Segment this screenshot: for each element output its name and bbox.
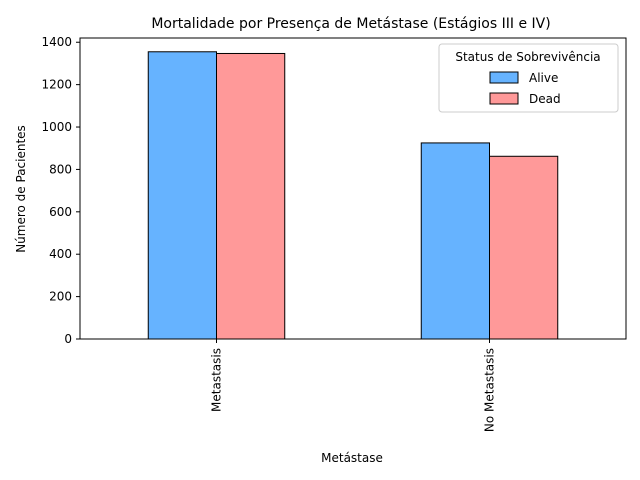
y-tick-label: 1000 xyxy=(41,120,72,134)
chart-title: Mortalidade por Presença de Metástase (E… xyxy=(151,16,550,32)
y-tick-label: 800 xyxy=(49,162,72,176)
y-tick-label: 400 xyxy=(49,247,72,261)
legend-label-dead: Dead xyxy=(529,92,561,106)
bar-dead-no-metastasis xyxy=(489,155,559,340)
y-tick-label: 0 xyxy=(64,332,72,346)
axes-frame xyxy=(79,37,627,340)
x-axis-title: Metástase xyxy=(321,451,383,465)
legend-label-alive: Alive xyxy=(529,71,558,85)
x-tick-label: Metastasis xyxy=(210,348,224,412)
legend-title: Status de Sobrevivência xyxy=(455,50,600,64)
y-tick-label: 200 xyxy=(49,290,72,304)
legend-swatch-dead xyxy=(489,92,519,105)
y-tick-label: 1200 xyxy=(41,78,72,92)
bar-alive-metastasis xyxy=(147,51,217,340)
legend-frame xyxy=(438,43,619,113)
y-tick-label: 1400 xyxy=(41,35,72,49)
bar-dead-metastasis xyxy=(216,52,286,340)
x-tick-label: No Metastasis xyxy=(483,348,497,432)
legend-swatch-alive xyxy=(489,71,519,84)
plot-area: Metastasis No Metastasis 0 200 400 600 800 1000… xyxy=(41,35,627,432)
legend: Status de Sobrevivência Alive Dead xyxy=(438,43,619,113)
bar-alive-no-metastasis xyxy=(420,142,490,340)
y-tick-label: 600 xyxy=(49,205,72,219)
y-axis-title: Número de Pacientes xyxy=(14,125,28,253)
